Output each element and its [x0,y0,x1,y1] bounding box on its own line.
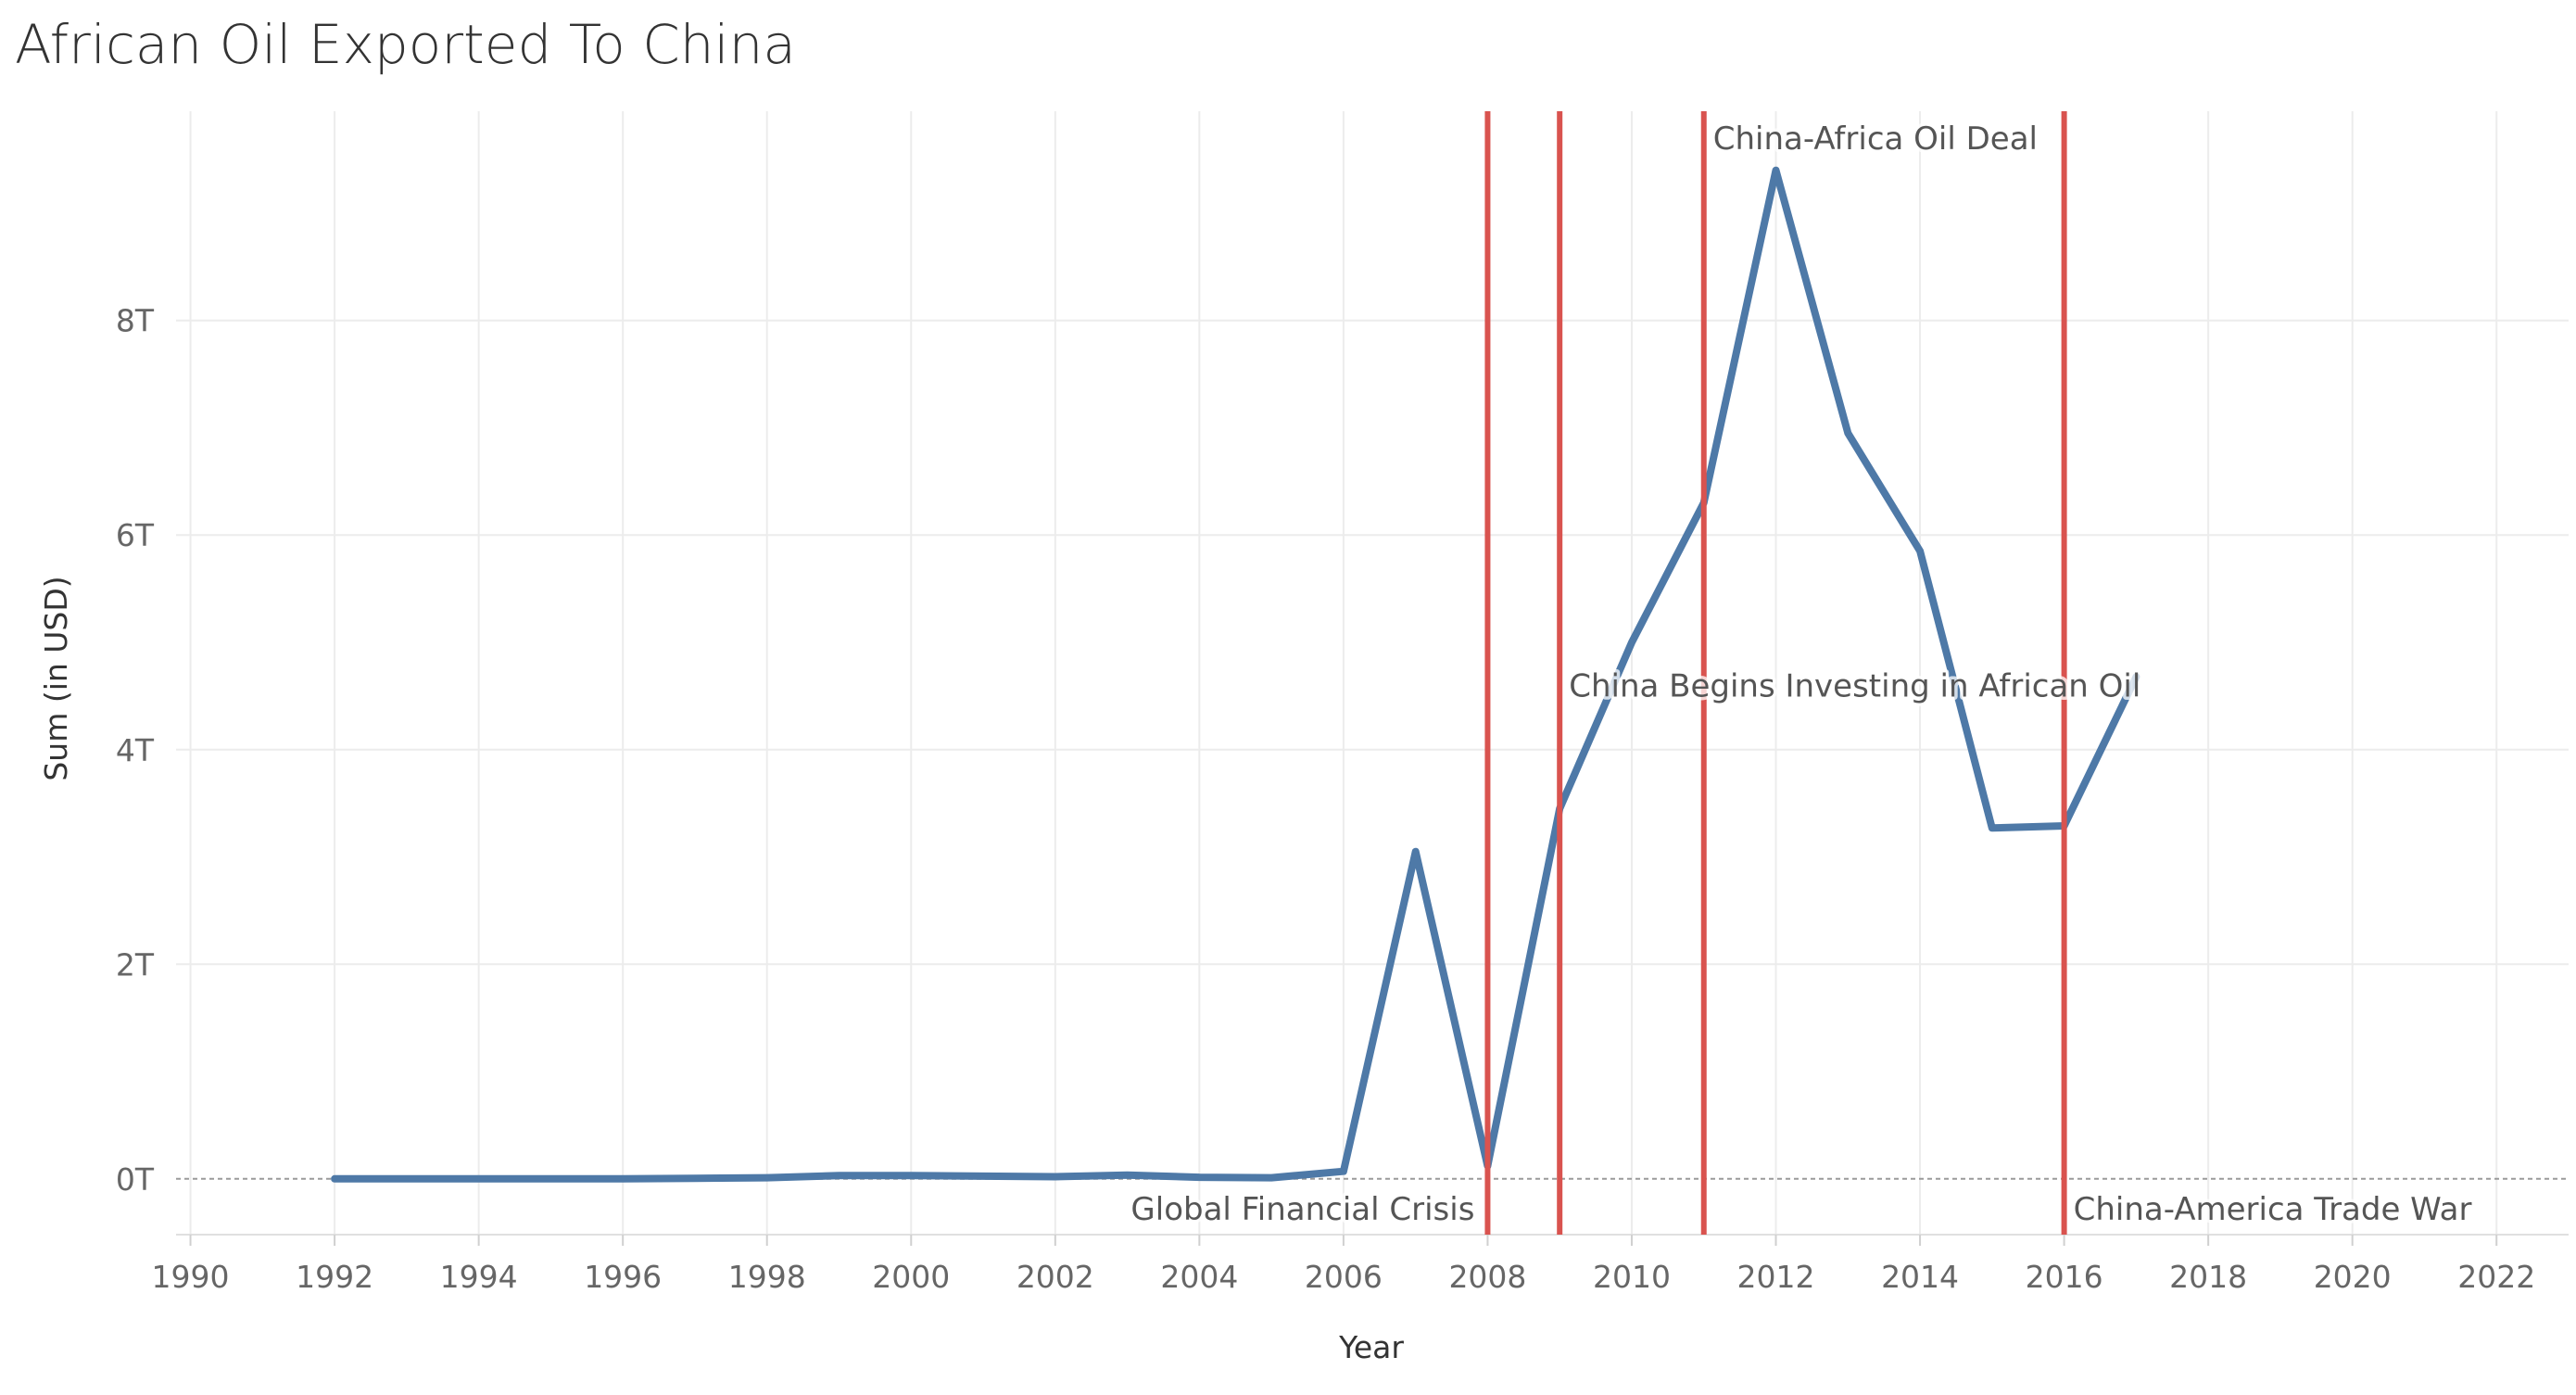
chart-title: African Oil Exported To China [15,13,796,76]
x-tick-label: 1998 [728,1259,806,1295]
y-tick-label: 0T [116,1161,155,1198]
y-tick-label: 2T [116,946,155,983]
x-tick-label: 2010 [1593,1259,1671,1295]
x-tick-label: 2020 [2314,1259,2392,1295]
x-tick-label: 2004 [1160,1259,1238,1295]
x-tick-label: 1996 [584,1259,662,1295]
y-tick-label: 4T [116,732,155,768]
annotation-label: China-America Trade War [2074,1191,2472,1228]
x-axis-title: Year [1338,1329,1404,1365]
x-tick-label: 1990 [152,1259,230,1295]
annotations-layer: Global Financial Crisis China Begins Inve… [1128,117,2475,1231]
y-tick-label: 8T [116,303,155,339]
series-layer [331,166,2140,1183]
x-tick-label: 2018 [2169,1259,2247,1295]
x-tick-label: 2022 [2457,1259,2535,1295]
y-axis-ticks: 0T 2T 4T 6T 8T [116,303,155,1198]
x-tick-label: 2008 [1448,1259,1526,1295]
x-tick-label: 2014 [1881,1259,1959,1295]
x-tick-label: 1992 [296,1259,373,1295]
annotation-label: China-Africa Oil Deal [1713,120,2038,158]
x-tick-label: 2016 [2026,1259,2103,1295]
x-tick-label: 2006 [1305,1259,1383,1295]
x-tick-label: 1994 [440,1259,518,1295]
annotation-label: Global Financial Crisis [1130,1191,1474,1228]
series-line [331,166,2140,1183]
annotation-label: China Begins Investing in African Oil [1569,667,2140,704]
y-axis-title: Sum (in USD) [38,576,74,780]
x-axis-ticks: 1990 1992 1994 1996 1998 2000 2002 2004 2006 2008… [152,1235,2535,1295]
y-tick-label: 6T [116,517,155,553]
reference-lines-layer [1484,111,2067,1235]
grid-layer [176,111,2569,1236]
x-tick-label: 2000 [872,1259,950,1295]
x-tick-label: 2002 [1017,1259,1094,1295]
x-tick-label: 2012 [1737,1259,1815,1295]
